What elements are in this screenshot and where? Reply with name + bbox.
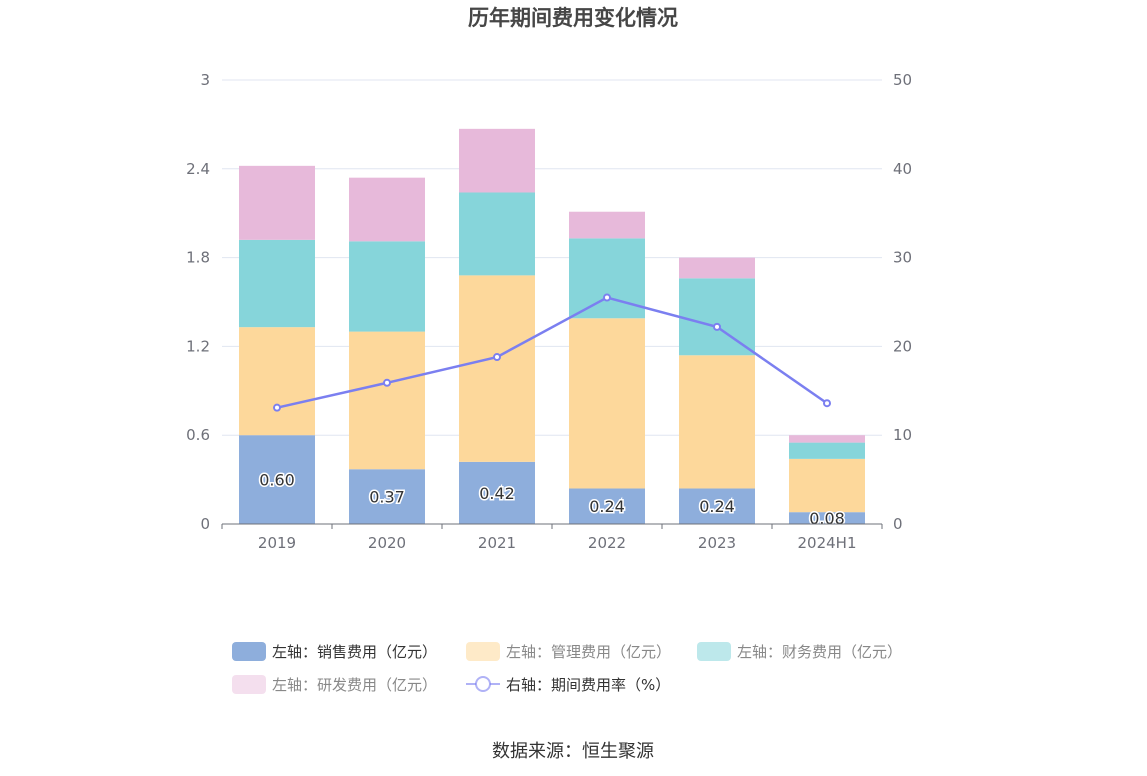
- right-y-tick-label: 10: [893, 426, 912, 444]
- right-y-tick-label: 0: [893, 515, 903, 533]
- bar-segment: [789, 442, 865, 459]
- bar-value-label: 0.24: [699, 497, 735, 516]
- legend-swatch: [697, 642, 731, 661]
- bar-segment: [679, 488, 755, 524]
- x-axis: 2019 2020 2021 2022 2023 2024H1: [221, 523, 883, 552]
- bar-value-label: 0.37: [369, 488, 405, 507]
- bar-segment: [569, 238, 645, 319]
- legend-label: 左轴：管理费用（亿元）: [506, 643, 671, 661]
- legend-item[interactable]: 左轴：财务费用（亿元）: [697, 642, 902, 661]
- legend-label: 左轴：销售费用（亿元）: [272, 643, 437, 661]
- grid-lines: [222, 79, 882, 436]
- source-note: 数据来源：恒生聚源: [492, 741, 654, 762]
- bar-segment: [349, 241, 425, 332]
- bar-segment: [789, 512, 865, 524]
- legend[interactable]: 左轴：销售费用（亿元） 左轴：管理费用（亿元） 左轴：财务费用（亿元） 左轴：研发费用…: [232, 642, 902, 694]
- right-y-tick-label: 20: [893, 337, 912, 355]
- x-tick-label: 2019: [258, 534, 296, 552]
- left-y-tick-label: 2.4: [186, 160, 210, 178]
- left-y-tick-label: 0: [200, 515, 210, 533]
- bar-value-label: 0.42: [479, 484, 515, 503]
- bar-segment: [239, 435, 315, 524]
- bar-segment: [239, 239, 315, 328]
- legend-item[interactable]: 右轴：期间费用率（%）: [466, 676, 670, 694]
- x-tick-label: 2022: [588, 534, 626, 552]
- x-tick-label: 2020: [368, 534, 406, 552]
- rate-point: [383, 378, 391, 387]
- legend-swatch: [466, 642, 500, 661]
- right-y-tick-label: 40: [893, 160, 912, 178]
- x-tick-label: 2024H1: [798, 534, 857, 552]
- bar-segment: [789, 458, 865, 513]
- left-y-tick-label: 0.6: [186, 426, 210, 444]
- legend-item[interactable]: 左轴：销售费用（亿元）: [232, 642, 437, 661]
- bar-value-label: 0.08: [809, 509, 845, 528]
- right-y-tick-label: 30: [893, 249, 912, 267]
- left-y-tick-label: 1.2: [186, 337, 210, 355]
- legend-label: 左轴：财务费用（亿元）: [737, 643, 902, 661]
- bar-segment: [239, 327, 315, 436]
- bar-segment: [569, 488, 645, 524]
- right-y-tick-label: 50: [893, 71, 912, 89]
- rate-point: [823, 399, 831, 408]
- right-y-axis: 0 10 20 30 40 50: [893, 71, 912, 533]
- rate-line: [273, 293, 831, 412]
- legend-label: 右轴：期间费用率（%）: [506, 676, 670, 694]
- rate-point: [603, 293, 611, 302]
- x-tick-label: 2021: [478, 534, 516, 552]
- bar-segment: [349, 469, 425, 524]
- rate-point: [713, 322, 721, 331]
- legend-item[interactable]: 左轴：管理费用（亿元）: [466, 642, 671, 661]
- bar-segment: [569, 211, 645, 239]
- bar-segment: [679, 278, 755, 356]
- bar-value-label: 0.24: [589, 497, 625, 516]
- bar-segment: [679, 257, 755, 279]
- left-y-tick-label: 3: [200, 71, 210, 89]
- legend-swatch: [232, 675, 266, 694]
- bar-segment: [239, 165, 315, 240]
- left-y-tick-label: 1.8: [186, 249, 210, 267]
- left-y-axis: 0 0.6 1.2 1.8 2.4 3: [186, 71, 210, 533]
- bar-segment: [349, 331, 425, 470]
- chart-title: 历年期间费用变化情况: [468, 6, 678, 30]
- rate-point: [273, 403, 281, 412]
- bar-segment: [789, 435, 865, 443]
- bar-value-label: 0.60: [259, 471, 295, 490]
- bar-segment: [459, 192, 535, 276]
- bar-segment: [459, 275, 535, 462]
- bar-segment: [459, 461, 535, 524]
- rate-point: [493, 353, 501, 362]
- legend-marker: [475, 676, 491, 692]
- bar-segment: [459, 128, 535, 193]
- bar-labels: 0.60 0.37 0.42 0.24 0.24 0.08: [258, 469, 847, 529]
- bar-segment: [569, 318, 645, 489]
- bar-segment: [349, 177, 425, 242]
- bars: [239, 128, 865, 524]
- rate-line-path: [276, 296, 828, 409]
- bar-segment: [679, 355, 755, 489]
- legend-item[interactable]: 左轴：研发费用（亿元）: [232, 675, 437, 694]
- x-tick-label: 2023: [698, 534, 736, 552]
- legend-swatch: [232, 642, 266, 661]
- legend-label: 左轴：研发费用（亿元）: [272, 676, 437, 694]
